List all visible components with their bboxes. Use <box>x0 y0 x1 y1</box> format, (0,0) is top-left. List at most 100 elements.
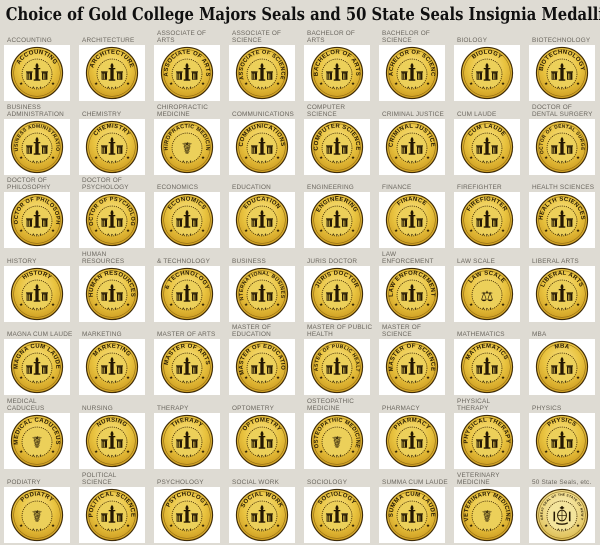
star-icon: ★ <box>244 302 248 307</box>
seal-cell: BACHELOR OF SCIENCE BACHELOR OF SCIENCE … <box>375 29 450 103</box>
seal-bottom-marks: ✦ ✦ ✦ <box>106 85 117 90</box>
star-icon: ★ <box>394 375 398 380</box>
seal-label: BACHELOR OF SCIENCE <box>382 30 431 44</box>
seal-thumbnail[interactable]: CUM LAUDE ★ ★ ✦ ✦ ✦ <box>454 118 520 175</box>
star-icon: ★ <box>351 449 355 454</box>
seal-thumbnail[interactable]: ARCHITECTURE ★ ★ ✦ ✦ ✦ <box>79 45 145 101</box>
seal-thumbnail[interactable]: DOCTOR OF PSYCHOLOGY ★ ★ ✦ ✦ ✦ <box>79 192 145 249</box>
star-icon: ★ <box>276 302 280 307</box>
star-icon: ★ <box>51 228 55 233</box>
star-icon: ★ <box>394 449 398 454</box>
seal-thumbnail[interactable]: PODIATRY ★ ★ ✦ ✦ ✦ <box>4 486 70 543</box>
gold-seal-medallion: MARKETING ★ ★ ✦ ✦ ✦ <box>85 341 139 394</box>
seal-thumbnail[interactable]: MASTER OF ARTS ★ ★ ✦ ✦ ✦ <box>154 339 220 396</box>
seal-bottom-marks: ✦ ✦ ✦ <box>331 85 342 90</box>
seal-thumbnail[interactable]: BACHELOR OF ARTS ★ ★ ✦ ✦ ✦ <box>304 45 370 101</box>
seal-ring-text: BIOLOGY <box>471 50 503 61</box>
seal-thumbnail[interactable]: SOCIOLOGY ★ ★ ✦ ✦ ✦ <box>304 486 370 543</box>
seal-thumbnail[interactable]: BACHELOR OF SCIENCE ★ ★ ✦ ✦ ✦ <box>379 45 445 101</box>
seal-thumbnail[interactable]: LIBERAL ARTS ★ ★ ✦ ✦ ✦ <box>529 265 595 322</box>
seal-thumbnail[interactable]: INTERNATIONAL BUSINESS ★ ★ ✦ ✦ ✦ <box>229 265 295 322</box>
seal-cell: BUSINESS ADMINISTRATION BUSINESS ADMINIS… <box>0 103 75 177</box>
seal-thumbnail[interactable]: CHIROPRACTIC MEDICINE ★ ★ ✦ ✦ ✦ <box>154 118 220 175</box>
seal-thumbnail[interactable]: EDUCATION ★ ★ ✦ ✦ ✦ <box>229 192 295 249</box>
seal-thumbnail[interactable]: COMPUTER SCIENCE ★ ★ ✦ ✦ ✦ <box>304 118 370 175</box>
seal-thumbnail[interactable]: SOCIAL WORK ★ ★ ✦ ✦ ✦ <box>229 486 295 543</box>
seal-cell: MBA MBA ★ ★ ✦ ✦ ✦ <box>525 323 600 397</box>
seal-thumbnail[interactable]: MEDICAL CADUCEUS ★ ★ ✦ ✦ ✦ <box>4 412 70 469</box>
gold-seal-medallion: ASSOCIATE OF ARTS ★ ★ ✦ ✦ ✦ <box>160 46 214 100</box>
seal-thumbnail[interactable]: LAW ENFORCEMENT ★ ★ ✦ ✦ ✦ <box>379 265 445 322</box>
seal-thumbnail[interactable]: DOCTOR OF PHILOSOPHY ★ ★ ✦ ✦ ✦ <box>4 192 70 249</box>
seal-thumbnail[interactable]: THE GREAT SEAL OF THE STATE OF NEW YORK … <box>529 486 595 543</box>
gold-seal-medallion: CUM LAUDE ★ ★ ✦ ✦ ✦ <box>460 120 514 173</box>
seal-thumbnail[interactable]: VETERINARY MEDICINE ★ ★ ✦ ✦ ✦ <box>454 486 520 543</box>
seal-thumbnail[interactable]: POLITICAL SCIENCE ★ ★ ✦ ✦ ✦ <box>79 486 145 543</box>
seal-thumbnail[interactable]: DOCTOR OF DENTAL SURGERY ★ ★ ✦ ✦ ✦ <box>529 118 595 175</box>
star-icon: ★ <box>394 302 398 307</box>
star-icon: ★ <box>501 523 505 528</box>
seal-thumbnail[interactable]: NURSING ★ ★ ✦ ✦ ✦ <box>79 412 145 469</box>
seal-thumbnail[interactable]: PHYSICS ★ ★ ✦ ✦ ✦ <box>529 412 595 469</box>
seal-thumbnail[interactable]: MASTER OF EDUCATION ★ ★ ✦ ✦ ✦ <box>229 339 295 396</box>
seal-label: FIREFIGHTER <box>457 184 502 192</box>
seal-thumbnail[interactable]: MAGNA CUM LAUDE ★ ★ ✦ ✦ ✦ <box>4 339 70 396</box>
torch-columns-icon <box>401 357 423 376</box>
seal-thumbnail[interactable]: MASTER OF PUBLIC HEALTH ★ ★ ✦ ✦ ✦ <box>304 339 370 396</box>
torch-columns-icon <box>176 430 198 449</box>
seal-thumbnail[interactable]: HUMAN RESOURCES ★ ★ ✦ ✦ ✦ <box>79 265 145 322</box>
seal-grid: ACCOUNTING ACCOUNTING ★ ★ ✦ ✦ ✦ <box>0 29 600 544</box>
seal-thumbnail[interactable]: BUSINESS ADMINISTRATION ★ ★ ✦ ✦ ✦ <box>4 118 70 175</box>
seal-thumbnail[interactable]: PSYCHOLOGY ★ ★ ✦ ✦ ✦ <box>154 486 220 543</box>
seal-thumbnail[interactable]: MBA ★ ★ ✦ ✦ ✦ <box>529 339 595 396</box>
seal-thumbnail[interactable]: HISTORY ★ ★ ✦ ✦ ✦ <box>4 265 70 322</box>
seal-thumbnail[interactable]: MATHEMATICS ★ ★ ✦ ✦ ✦ <box>454 339 520 396</box>
gold-seal-medallion: FINANCE ★ ★ ✦ ✦ ✦ <box>385 194 439 247</box>
star-icon: ★ <box>351 155 355 160</box>
seal-cell: MATHEMATICS MATHEMATICS ★ ★ ✦ ✦ ✦ <box>450 323 525 397</box>
star-icon: ★ <box>126 523 130 528</box>
seal-bottom-marks: ✦ ✦ ✦ <box>31 306 42 311</box>
torch-columns-icon <box>26 283 48 302</box>
seal-thumbnail[interactable]: COMMUNICATIONS ★ ★ ✦ ✦ ✦ <box>229 118 295 175</box>
seal-thumbnail[interactable]: & TECHNOLOGY ★ ★ ✦ ✦ ✦ <box>154 265 220 322</box>
star-icon: ★ <box>51 155 55 160</box>
seal-cell: LAW ENFORCEMENT LAW ENFORCEMENT ★ ★ <box>375 250 450 324</box>
seal-thumbnail[interactable]: MARKETING ★ ★ ✦ ✦ ✦ <box>79 339 145 396</box>
seal-thumbnail[interactable]: CHEMISTRY ★ ★ ✦ ✦ ✦ <box>79 118 145 175</box>
seal-thumbnail[interactable]: BIOTECHNOLOGY ★ ★ ✦ ✦ ✦ <box>529 45 595 101</box>
seal-thumbnail[interactable]: OSTEOPATHIC MEDICINE ★ ★ ✦ ✦ ✦ <box>304 412 370 469</box>
seal-thumbnail[interactable]: FINANCE ★ ★ ✦ ✦ ✦ <box>379 192 445 249</box>
seal-thumbnail[interactable]: FIREFIGHTER ★ ★ ✦ ✦ ✦ <box>454 192 520 249</box>
seal-thumbnail[interactable]: PHARMACY ★ ★ ✦ ✦ ✦ <box>379 412 445 469</box>
seal-thumbnail[interactable]: PHYSICAL THERAPY ★ ★ ✦ ✦ ✦ <box>454 412 520 469</box>
seal-thumbnail[interactable]: ASSOCIATE OF SCIENCE ★ ★ ✦ ✦ ✦ <box>229 45 295 101</box>
seal-thumbnail[interactable]: JURIS DOCTOR ★ ★ ✦ ✦ ✦ <box>304 265 370 322</box>
gold-seal-medallion: MASTER OF PUBLIC HEALTH ★ ★ ✦ ✦ ✦ <box>310 340 364 394</box>
seal-thumbnail[interactable]: OPTOMETRY ★ ★ ✦ ✦ ✦ <box>229 412 295 469</box>
gold-seal-medallion: CRIMINAL JUSTICE ★ ★ ✦ ✦ ✦ <box>385 120 439 173</box>
seal-thumbnail[interactable]: ECONOMICS ★ ★ ✦ ✦ ✦ <box>154 192 220 249</box>
seal-thumbnail[interactable]: BIOLOGY ★ ★ ✦ ✦ ✦ <box>454 45 520 101</box>
star-icon: ★ <box>169 449 173 454</box>
seal-thumbnail[interactable]: ENGINEERING ★ ★ ✦ ✦ ✦ <box>304 192 370 249</box>
star-icon: ★ <box>469 155 473 160</box>
star-icon: ★ <box>276 523 280 528</box>
seal-bottom-marks: ✦ ✦ ✦ <box>481 306 492 311</box>
star-icon: ★ <box>351 81 355 86</box>
seal-thumbnail[interactable]: LAW SCALE ★ ★ ✦ ✦ ✦ <box>454 265 520 322</box>
gold-seal-medallion: DOCTOR OF DENTAL SURGERY ★ ★ ✦ ✦ ✦ <box>535 120 589 173</box>
seal-cell: ENGINEERING ENGINEERING ★ ★ ✦ ✦ ✦ <box>300 176 375 250</box>
seal-thumbnail[interactable]: ACCOUNTING ★ ★ ✦ ✦ ✦ <box>4 45 70 101</box>
seal-thumbnail[interactable]: HEALTH SCIENCES ★ ★ ✦ ✦ ✦ <box>529 192 595 249</box>
seal-label: MBA <box>532 331 547 339</box>
seal-thumbnail[interactable]: SUMMA CUM LAUDE ★ ★ ✦ ✦ ✦ <box>379 486 445 543</box>
seal-thumbnail[interactable]: MASTER OF SCIENCE ★ ★ ✦ ✦ ✦ <box>379 339 445 396</box>
seal-thumbnail[interactable]: ASSOCIATE OF ARTS ★ ★ ✦ ✦ ✦ <box>154 45 220 101</box>
torch-columns-icon <box>251 357 273 376</box>
seal-label: FINANCE <box>382 184 412 192</box>
seal-label: MATHEMATICS <box>457 331 505 339</box>
seal-thumbnail[interactable]: CRIMINAL JUSTICE ★ ★ ✦ ✦ ✦ <box>379 118 445 175</box>
star-icon: ★ <box>501 302 505 307</box>
seal-thumbnail[interactable]: THERAPY ★ ★ ✦ ✦ ✦ <box>154 412 220 469</box>
